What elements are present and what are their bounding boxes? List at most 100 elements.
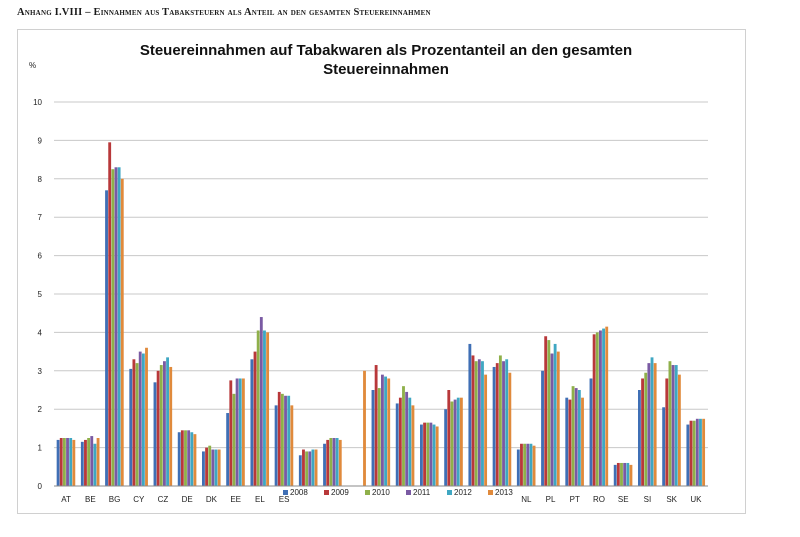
bar-LV-2013 <box>484 374 488 486</box>
x-tick-label-ES: ES <box>279 495 290 504</box>
x-tick-label-NL: NL <box>521 495 532 504</box>
bar-BG-2012 <box>117 167 121 486</box>
bar-BE-2012 <box>93 443 97 486</box>
bar-IT-2010 <box>402 386 405 486</box>
y-tick-label: 10 <box>33 98 42 107</box>
bar-AT-2011 <box>66 438 69 486</box>
x-tick-label-SE: SE <box>618 495 629 504</box>
bar-PL-2012 <box>553 343 557 486</box>
bar-ES-2012 <box>287 395 291 486</box>
legend-swatch-2010 <box>365 490 370 495</box>
bar-RO-2013 <box>605 326 609 486</box>
bar-UK-2008 <box>686 424 690 486</box>
bar-LU-2013 <box>459 397 463 486</box>
bar-PT-2011 <box>574 388 578 486</box>
bar-DE-2010 <box>184 430 187 486</box>
bar-PL-2010 <box>547 340 551 486</box>
bar-PT-2013 <box>581 397 584 486</box>
bar-AT-2010 <box>62 438 66 486</box>
x-tick-label-CY: CY <box>133 495 145 504</box>
bar-SE-2013 <box>629 464 633 486</box>
bar-DE-2008 <box>177 432 181 486</box>
bar-BE-2009 <box>84 439 87 486</box>
bar-IE-2009 <box>374 365 378 486</box>
bar-CZ-2010 <box>159 365 163 486</box>
x-tick-label-EL: EL <box>255 495 265 504</box>
bar-SE-2008 <box>613 464 617 486</box>
bar-DK-2010 <box>208 445 212 486</box>
bar-DK-2013 <box>217 449 221 486</box>
bar-BE-2011 <box>90 436 94 486</box>
x-tick-label-SI: SI <box>644 495 652 504</box>
bar-EE-2012 <box>238 378 242 486</box>
bar-IT-2009 <box>398 397 402 486</box>
bar-DE-2011 <box>187 430 191 486</box>
bar-LU-2010 <box>450 401 454 486</box>
y-tick-label: 9 <box>38 136 43 145</box>
bar-CY-2013 <box>145 347 148 486</box>
bar-EL-2011 <box>259 317 263 486</box>
bar-UK-2011 <box>695 418 699 486</box>
bar-BG-2009 <box>108 142 112 486</box>
bar-SK-2010 <box>668 361 672 486</box>
bar-RO-2012 <box>602 328 605 486</box>
bar-AT-2008 <box>56 439 60 486</box>
legend-label-2012: 2012 <box>454 488 472 497</box>
y-tick-label: 8 <box>38 175 43 184</box>
bar-SK-2009 <box>665 378 669 486</box>
bar-IE-2010 <box>377 388 381 486</box>
axes: 0 1 2 3 4 5 6 7 8 9 10 AT BE BG CY CZ DE DK EE EL ES NL PL PT RO… <box>33 98 708 504</box>
bar-DK-2012 <box>214 449 218 486</box>
bar-EL-2009 <box>253 351 257 486</box>
bar-ES-2008 <box>274 405 278 486</box>
bar-PL-2009 <box>544 336 548 486</box>
legend-label-2009: 2009 <box>331 488 349 497</box>
bar-SE-2012 <box>626 462 630 486</box>
bar-MT-2011 <box>502 361 505 486</box>
bar-IE-2012 <box>384 376 387 486</box>
bar-NL-2013 <box>532 445 536 486</box>
bar-IT-2013 <box>411 405 415 486</box>
x-tick-label-PT: PT <box>570 495 580 504</box>
bar-CY-2012 <box>141 353 145 486</box>
x-tick-label-SK: SK <box>666 495 677 504</box>
bar-UK-2010 <box>692 420 696 486</box>
bar-AT-2013 <box>72 439 76 486</box>
bar-SE-2011 <box>623 462 627 486</box>
y-tick-label: 1 <box>38 444 43 453</box>
bar-CY-2011 <box>138 351 142 486</box>
bar-HR-2008 <box>323 443 326 486</box>
bar-HR-2013 <box>338 439 342 486</box>
bar-HR-2009 <box>326 439 330 486</box>
bar-AT-2009 <box>59 438 63 486</box>
bar-BE-2008 <box>80 441 84 486</box>
bar-RO-2011 <box>599 330 602 486</box>
bar-FR-2012 <box>311 449 315 486</box>
bar-RO-2008 <box>589 378 593 486</box>
document-heading: Anhang I.VIII – Einnahmen aus Tabaksteue… <box>17 7 431 18</box>
y-tick-label: 6 <box>38 252 43 261</box>
bar-SE-2010 <box>620 462 623 486</box>
bar-LU-2012 <box>456 397 460 486</box>
legend-label-2010: 2010 <box>372 488 390 497</box>
bar-BG-2011 <box>114 167 118 486</box>
bar-CZ-2009 <box>156 370 160 486</box>
x-tick-label-EE: EE <box>230 495 241 504</box>
bar-NL-2008 <box>516 449 520 486</box>
bar-NL-2011 <box>526 443 530 486</box>
bar-MT-2010 <box>498 355 502 486</box>
legend-swatch-2013 <box>488 490 493 495</box>
bar-LV-2008 <box>468 343 472 486</box>
bar-ES-2010 <box>280 393 284 486</box>
bar-MT-2008 <box>492 366 496 486</box>
y-axis-label: % <box>29 61 36 70</box>
bar-LT-2008 <box>420 424 423 486</box>
bar-UK-2009 <box>689 420 693 486</box>
bar-BE-2013 <box>96 438 100 486</box>
bar-chart: 0 1 2 3 4 5 6 7 8 9 10 AT BE BG CY CZ DE DK EE EL ES NL PL PT RO… <box>29 42 708 504</box>
bar-BG-2013 <box>120 178 124 487</box>
bar-HR-2012 <box>335 438 339 486</box>
bar-LT-2012 <box>432 424 436 486</box>
legend-swatch-2011 <box>406 490 411 495</box>
bar-CY-2010 <box>135 363 139 486</box>
